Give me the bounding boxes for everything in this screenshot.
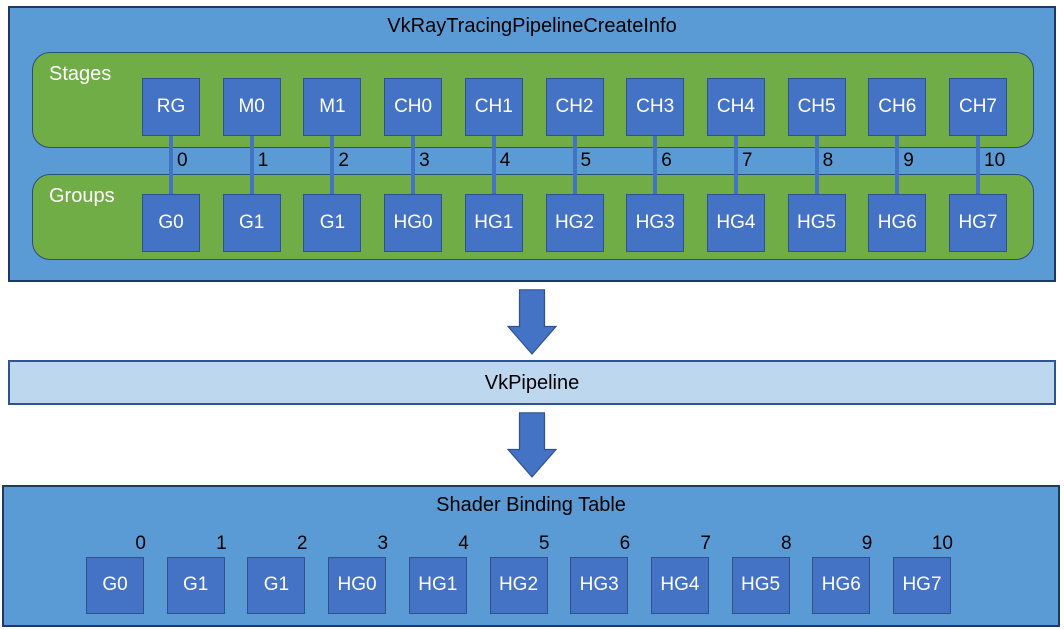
create-info-panel: VkRayTracingPipelineCreateInfo Stages Gr… xyxy=(8,6,1056,282)
sbt-index: 0 xyxy=(135,533,146,554)
sbt-box: HG6 xyxy=(812,557,871,614)
sbt-box: HG0 xyxy=(328,557,387,614)
stage-group-connector xyxy=(411,135,416,195)
group-box: HG1 xyxy=(464,194,523,252)
stage-group-connector xyxy=(733,135,738,195)
stage-group-connector xyxy=(491,135,496,195)
group-box: HG5 xyxy=(787,194,846,252)
sbt-boxes-row: G0 G1 G1 HG0 HG1 HG2 HG3 HG4 HG5 HG6 HG7 xyxy=(4,487,1058,625)
sbt-box: HG2 xyxy=(489,557,548,614)
stage-group-connector xyxy=(814,135,819,195)
group-box: HG2 xyxy=(545,194,604,252)
sbt-box: G1 xyxy=(247,557,306,614)
group-box: HG3 xyxy=(626,194,685,252)
group-box: HG7 xyxy=(949,194,1007,252)
sbt-title: Shader Binding Table xyxy=(436,494,626,516)
sbt-index: 6 xyxy=(619,533,631,554)
stage-index: 0 xyxy=(177,150,188,171)
stage-group-connector xyxy=(976,135,980,195)
stage-group-connector xyxy=(895,135,900,195)
stage-box: CH6 xyxy=(868,78,927,136)
create-info-title: VkRayTracingPipelineCreateInfo xyxy=(387,15,677,37)
group-box: G1 xyxy=(303,194,362,252)
down-arrow-glyph xyxy=(507,289,557,355)
sbt-indices-row: 0 1 2 3 4 5 6 7 8 9 10 xyxy=(4,487,1058,625)
group-box: HG0 xyxy=(384,194,443,252)
sbt-index: 1 xyxy=(216,533,227,554)
stage-index: 8 xyxy=(822,150,834,171)
stages-label: Stages xyxy=(49,63,112,85)
stage-group-connector xyxy=(169,135,173,195)
stage-group-connector xyxy=(653,135,658,195)
group-box: G0 xyxy=(142,194,200,252)
vkpipeline-label: VkPipeline xyxy=(484,372,580,394)
stage-group-connectors xyxy=(10,8,1054,280)
sbt-box: G1 xyxy=(166,557,225,614)
stage-box: M0 xyxy=(222,78,281,136)
sbt-box: HG1 xyxy=(408,557,467,614)
groups-row: G0 G1 G1 HG0 HG1 HG2 HG3 HG4 HG5 HG6 HG7 xyxy=(10,8,1054,280)
sbt-panel: Shader Binding Table 0 1 2 3 4 5 6 7 8 9 10 G0 G1 G1… xyxy=(2,485,1060,627)
group-box: HG6 xyxy=(868,194,927,252)
stage-index: 2 xyxy=(338,150,349,171)
stage-indices-row: 0 1 2 3 4 5 6 7 8 9 10 xyxy=(10,8,1054,280)
sbt-box: HG5 xyxy=(731,557,790,614)
down-arrow-icon xyxy=(507,289,557,355)
sbt-index: 9 xyxy=(861,533,873,554)
group-box: G1 xyxy=(222,194,281,252)
stage-group-connector xyxy=(330,135,335,195)
sbt-index: 3 xyxy=(377,533,389,554)
sbt-box: HG7 xyxy=(893,557,951,614)
stage-index: 9 xyxy=(903,150,914,171)
stage-index: 6 xyxy=(661,150,672,171)
stage-index: 5 xyxy=(580,150,592,171)
stage-box: CH5 xyxy=(787,78,846,136)
stage-box: M1 xyxy=(303,78,362,136)
stage-group-connector xyxy=(249,135,254,195)
stage-index: 1 xyxy=(257,150,269,171)
stage-group-connector xyxy=(572,135,577,195)
stages-row: RG M0 M1 CH0 CH1 CH2 CH3 CH4 CH5 CH6 CH7 xyxy=(10,8,1054,280)
sbt-index: 5 xyxy=(538,533,550,554)
sbt-box: HG3 xyxy=(570,557,629,614)
down-arrow-glyph xyxy=(507,412,557,478)
sbt-box: G0 xyxy=(86,557,144,614)
group-box: HG4 xyxy=(706,194,765,252)
stage-box: CH4 xyxy=(706,78,765,136)
stage-box: RG xyxy=(142,78,200,136)
vkpipeline-panel: VkPipeline xyxy=(8,360,1056,405)
sbt-index: 10 xyxy=(931,533,953,554)
stage-index: 3 xyxy=(419,150,430,171)
stage-index: 7 xyxy=(741,150,753,171)
stage-index: 10 xyxy=(984,150,1006,171)
sbt-index: 2 xyxy=(296,533,308,554)
groups-label: Groups xyxy=(49,185,115,207)
sbt-index: 7 xyxy=(700,533,711,554)
sbt-box: HG4 xyxy=(650,557,709,614)
sbt-index: 8 xyxy=(781,533,792,554)
stage-box: CH2 xyxy=(545,78,604,136)
stage-box: CH0 xyxy=(384,78,443,136)
down-arrow-icon xyxy=(507,412,557,478)
stage-box: CH3 xyxy=(626,78,685,136)
stage-index: 4 xyxy=(499,150,511,171)
sbt-index: 4 xyxy=(458,533,469,554)
stage-box: CH1 xyxy=(464,78,523,136)
stage-box: CH7 xyxy=(949,78,1007,136)
